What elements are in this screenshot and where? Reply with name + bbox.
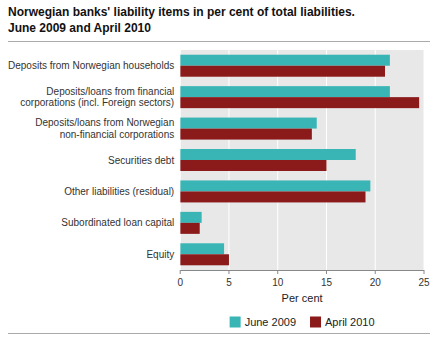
category-label-line: Deposits from Norwegian households xyxy=(8,60,174,71)
bar xyxy=(180,66,385,77)
category-label: Deposits/loans from financialcorporation… xyxy=(20,86,174,108)
category-label-line: corporations (incl. Foreign sectors) xyxy=(20,97,174,108)
series xyxy=(180,55,390,255)
x-tick-label: 5 xyxy=(226,277,232,288)
bar xyxy=(180,254,229,265)
x-tick-label: 0 xyxy=(177,277,183,288)
bar xyxy=(180,149,356,160)
chart: Norwegian banks' liability items in per … xyxy=(0,0,438,338)
x-ticks: 0 5 10 15 20 25 xyxy=(177,270,430,288)
separator xyxy=(8,41,430,42)
bar xyxy=(180,118,317,129)
category-label: Subordinated loan capital xyxy=(61,217,174,228)
x-tick xyxy=(375,270,376,274)
bar xyxy=(180,191,365,202)
bars xyxy=(180,55,419,266)
x-tick xyxy=(326,270,327,274)
category-label: Securities debt xyxy=(108,155,174,166)
subtitle: June 2009 and April 2010 xyxy=(8,21,151,35)
category-label-line: non-financial corporations xyxy=(60,129,175,140)
grid xyxy=(180,50,424,270)
category-label-line: Equity xyxy=(146,249,174,260)
legend-label: April 2010 xyxy=(325,316,375,328)
legend-swatch xyxy=(230,317,241,328)
category-labels: Deposits from Norwegian households Deposi… xyxy=(8,60,174,260)
bar xyxy=(180,212,201,223)
x-tick-label: 25 xyxy=(418,277,430,288)
x-tick xyxy=(180,270,181,274)
category-label-line: Deposits/loans from financial xyxy=(46,86,174,97)
x-axis-line xyxy=(180,270,424,271)
category-label: Deposits/loans from Norwegiannon-financi… xyxy=(35,117,174,139)
category-label-line: Securities debt xyxy=(108,155,174,166)
series xyxy=(180,66,419,266)
x-tick-label: 10 xyxy=(272,277,284,288)
grid-line xyxy=(375,50,376,270)
bar xyxy=(180,55,390,66)
bar xyxy=(180,180,370,191)
category-label: Other liabilities (residual) xyxy=(64,186,174,197)
plot-background xyxy=(180,50,424,270)
bar xyxy=(180,86,390,97)
category-label-line: Deposits/loans from Norwegian xyxy=(35,117,174,128)
bar xyxy=(180,97,419,108)
category-label-line: Other liabilities (residual) xyxy=(64,186,174,197)
x-tick xyxy=(424,270,425,274)
x-axis-label: Per cent xyxy=(282,292,323,304)
category-label-line: Subordinated loan capital xyxy=(61,217,174,228)
x-tick xyxy=(277,270,278,274)
separator xyxy=(8,333,430,334)
grid-line xyxy=(424,50,425,270)
category-label: Deposits from Norwegian households xyxy=(8,60,174,71)
legend-label: June 2009 xyxy=(245,316,296,328)
title: Norwegian banks' liability items in per … xyxy=(8,5,355,19)
legend: June 2009 April 2010 xyxy=(230,316,375,328)
bar xyxy=(180,160,326,171)
bar xyxy=(180,129,312,140)
category-label: Equity xyxy=(146,249,174,260)
bar xyxy=(180,243,224,254)
x-tick xyxy=(228,270,229,274)
x-tick-label: 15 xyxy=(321,277,333,288)
legend-swatch xyxy=(310,317,321,328)
bar xyxy=(180,223,200,234)
x-tick-label: 20 xyxy=(370,277,382,288)
